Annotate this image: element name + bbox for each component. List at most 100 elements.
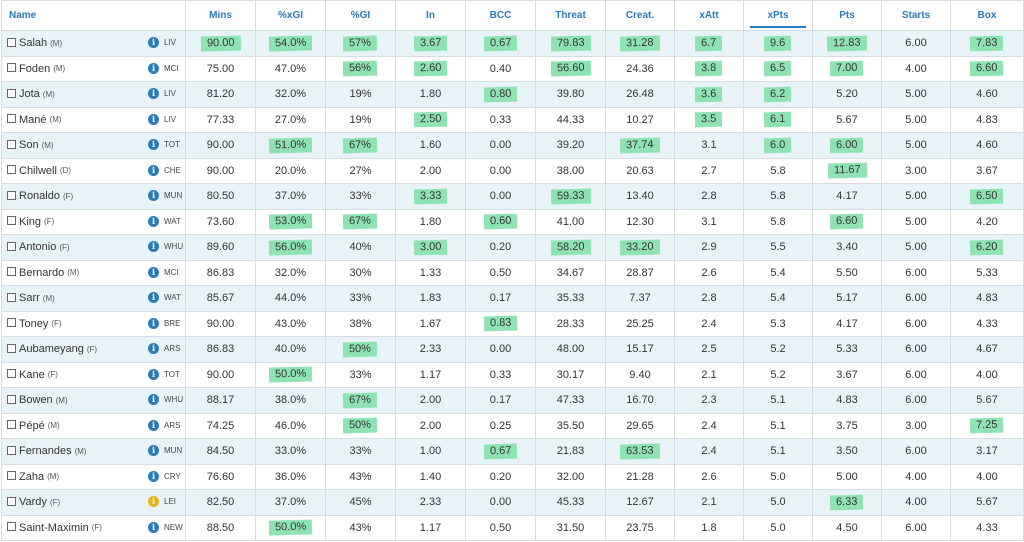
table-row[interactable]: Aubameyang (F) i ARS 86.83 40.0% 50% 2.33 0.00 48…: [1, 336, 1024, 363]
compare-checkbox[interactable]: [7, 216, 16, 226]
info-icon[interactable]: i: [148, 266, 159, 278]
table-row[interactable]: Foden (M) i MCI 75.00 47.0% 56% 2.60 0.40 56.60 24…: [1, 55, 1024, 82]
highlighted-value: 7.00: [830, 60, 864, 77]
compare-checkbox[interactable]: [7, 88, 16, 98]
info-icon[interactable]: i: [148, 190, 159, 201]
table-row[interactable]: Vardy (F) i LEI 82.50 37.0% 45% 2.33 0.00 45.33 12…: [1, 489, 1024, 516]
stat-cell: 74.25: [185, 412, 256, 439]
column-header-creat[interactable]: Creat.: [605, 0, 675, 31]
table-row[interactable]: Son (M) i TOT 90.00 51.0% 67% 1.60 0.00 39.20 37.7…: [1, 132, 1024, 159]
info-icon[interactable]: i: [148, 37, 159, 48]
stat-value: 2.4: [701, 317, 717, 330]
compare-checkbox[interactable]: [7, 165, 16, 175]
highlighted-value: 53.0%: [268, 213, 313, 230]
table-row[interactable]: Toney (F) i BRE 90.00 43.0% 38% 1.67 0.83 28.33 25…: [1, 310, 1024, 337]
stat-cell: 19%: [325, 81, 396, 108]
info-icon[interactable]: i: [148, 470, 159, 482]
table-row[interactable]: Fernandes (M) i MUN 84.50 33.0% 33% 1.00 0.67 21.…: [1, 438, 1024, 465]
column-header-name[interactable]: Name: [1, 0, 186, 31]
info-icon[interactable]: i: [148, 215, 159, 227]
column-header--gi[interactable]: %GI: [325, 0, 396, 31]
stat-cell: 56.60: [535, 55, 606, 82]
compare-checkbox[interactable]: [7, 114, 16, 124]
table-row[interactable]: Bowen (M) i WHU 88.17 38.0% 67% 2.00 0.17 47.33 16…: [1, 387, 1024, 414]
compare-checkbox[interactable]: [7, 292, 16, 302]
column-header-threat[interactable]: Threat: [535, 0, 606, 31]
team-abbreviation: CHE: [164, 165, 181, 175]
table-row[interactable]: Zaha (M) i CRY 76.60 36.0% 43% 1.40 0.20 32.00 21.…: [1, 463, 1024, 490]
stat-cell: 5.00: [881, 234, 951, 261]
player-name-cell: Zaha (M) i CRY: [1, 463, 186, 490]
player-name-cell: King (F) i WAT: [1, 208, 186, 235]
player-name-cell: Saint-Maximin (F) i NEW: [1, 514, 186, 541]
table-row[interactable]: Ronaldo (F) i MUN 80.50 37.0% 33% 3.33 0.00 59.33…: [1, 183, 1024, 210]
table-row[interactable]: Chilwell (D) i CHE 90.00 20.0% 27% 2.00 0.00 38.0…: [1, 157, 1024, 184]
table-row[interactable]: Bernardo (M) i MCI 86.83 32.0% 30% 1.33 0.50 34.6…: [1, 259, 1024, 286]
player-name-cell: Toney (F) i BRE: [1, 310, 186, 337]
info-icon[interactable]: i: [148, 292, 159, 303]
warning-info-icon[interactable]: i: [148, 496, 159, 507]
stat-value: 4.00: [905, 496, 927, 509]
stat-cell: 21.28: [605, 463, 675, 490]
stat-cell: 37.0%: [255, 489, 326, 516]
info-icon[interactable]: i: [148, 62, 159, 74]
compare-checkbox[interactable]: [7, 445, 16, 455]
column-header-bcc[interactable]: BCC: [465, 0, 536, 31]
compare-checkbox[interactable]: [7, 343, 16, 353]
info-icon[interactable]: i: [148, 88, 159, 99]
column-header-xatt[interactable]: xAtt: [674, 0, 744, 31]
stat-cell: 45.33: [535, 489, 606, 516]
column-header-in[interactable]: In: [395, 0, 466, 31]
compare-checkbox[interactable]: [7, 394, 16, 404]
compare-checkbox[interactable]: [7, 522, 16, 532]
stat-cell: 5.67: [950, 489, 1024, 516]
compare-checkbox[interactable]: [7, 37, 16, 47]
team-abbreviation: NEW: [164, 522, 183, 532]
column-header-starts[interactable]: Starts: [881, 0, 951, 31]
player-name: Bernardo: [19, 266, 65, 279]
table-row[interactable]: Saint-Maximin (F) i NEW 88.50 50.0% 43% 1.17 0.5…: [1, 514, 1024, 541]
compare-checkbox[interactable]: [7, 420, 16, 430]
table-row[interactable]: Kane (F) i TOT 90.00 50.0% 33% 1.17 0.33 30.17 9.4…: [1, 361, 1024, 388]
player-name-cell: Ronaldo (F) i MUN: [1, 183, 186, 210]
player-name: Salah: [19, 37, 48, 50]
compare-checkbox[interactable]: [7, 267, 16, 277]
stat-value: 4.60: [976, 88, 998, 101]
table-row[interactable]: Pépé (M) i ARS 74.25 46.0% 50% 2.00 0.25 35.50 29.…: [1, 412, 1024, 439]
highlighted-value: 3.5: [695, 111, 723, 128]
stat-value: 5.1: [770, 394, 786, 407]
info-icon[interactable]: i: [148, 343, 159, 354]
stat-cell: 5.1: [743, 412, 813, 439]
compare-checkbox[interactable]: [7, 63, 16, 73]
column-header-box[interactable]: Box: [950, 0, 1024, 31]
table-row[interactable]: Jota (M) i LIV 81.20 32.0% 19% 1.80 0.80 39.80 26.…: [1, 81, 1024, 108]
compare-checkbox[interactable]: [7, 496, 16, 506]
stat-cell: 5.1: [743, 387, 813, 414]
info-icon[interactable]: i: [148, 394, 159, 405]
info-icon[interactable]: i: [148, 521, 159, 533]
info-icon[interactable]: i: [148, 419, 159, 431]
compare-checkbox[interactable]: [7, 241, 16, 251]
table-row[interactable]: King (F) i WAT 73.60 53.0% 67% 1.80 0.60 41.00 12.…: [1, 208, 1024, 235]
info-icon[interactable]: i: [148, 368, 159, 380]
compare-checkbox[interactable]: [7, 369, 16, 379]
compare-checkbox[interactable]: [7, 190, 16, 200]
compare-checkbox[interactable]: [7, 318, 16, 328]
stat-cell: 4.60: [950, 132, 1024, 159]
table-row[interactable]: Mané (M) i LIV 77.33 27.0% 19% 2.50 0.33 44.33 10.…: [1, 106, 1024, 133]
info-icon[interactable]: i: [148, 113, 159, 125]
table-row[interactable]: Sarr (M) i WAT 85.67 44.0% 33% 1.83 0.17 35.33 7.3…: [1, 285, 1024, 312]
column-header-xpts[interactable]: xPts: [743, 0, 813, 31]
info-icon[interactable]: i: [148, 317, 159, 329]
compare-checkbox[interactable]: [7, 139, 16, 149]
column-header--xgi[interactable]: %xGI: [255, 0, 326, 31]
compare-checkbox[interactable]: [7, 471, 16, 481]
table-row[interactable]: Antonio (F) i WHU 89.60 56.0% 40% 3.00 0.20 58.20…: [1, 234, 1024, 261]
column-header-mins[interactable]: Mins: [185, 0, 256, 31]
info-icon[interactable]: i: [148, 164, 159, 176]
info-icon[interactable]: i: [148, 241, 159, 252]
column-header-pts[interactable]: Pts: [812, 0, 882, 31]
table-row[interactable]: Salah (M) i LIV 90.00 54.0% 57% 3.67 0.67 79.83 31…: [1, 30, 1024, 57]
info-icon[interactable]: i: [148, 139, 159, 150]
info-icon[interactable]: i: [148, 445, 159, 456]
